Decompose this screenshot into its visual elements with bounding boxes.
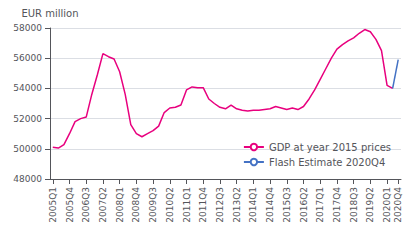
svg-text:2017Q4: 2017Q4 bbox=[332, 187, 342, 223]
svg-text:GDP at year 2015 prices: GDP at year 2015 prices bbox=[269, 142, 391, 153]
svg-text:2014Q4: 2014Q4 bbox=[265, 187, 275, 223]
svg-text:2016Q2: 2016Q2 bbox=[299, 187, 309, 223]
svg-text:2019Q2: 2019Q2 bbox=[365, 187, 375, 223]
svg-text:2011Q4: 2011Q4 bbox=[198, 187, 208, 223]
svg-text:2014Q1: 2014Q1 bbox=[248, 187, 258, 223]
svg-text:50000: 50000 bbox=[13, 144, 42, 154]
svg-text:2007Q2: 2007Q2 bbox=[98, 187, 108, 223]
svg-text:Flash Estimate 2020Q4: Flash Estimate 2020Q4 bbox=[269, 157, 385, 168]
svg-text:58000: 58000 bbox=[13, 23, 42, 33]
svg-text:2008Q4: 2008Q4 bbox=[131, 187, 141, 223]
svg-text:2010Q2: 2010Q2 bbox=[165, 187, 175, 223]
svg-text:2005Q4: 2005Q4 bbox=[65, 187, 75, 223]
svg-text:2005Q1: 2005Q1 bbox=[48, 187, 58, 223]
svg-text:48000: 48000 bbox=[13, 174, 42, 184]
svg-text:2018Q3: 2018Q3 bbox=[349, 187, 359, 223]
svg-text:52000: 52000 bbox=[13, 114, 42, 124]
svg-text:2015Q3: 2015Q3 bbox=[282, 187, 292, 223]
svg-text:2020Q4: 2020Q4 bbox=[393, 187, 403, 223]
svg-text:2012Q3: 2012Q3 bbox=[215, 187, 225, 223]
svg-text:2013Q2: 2013Q2 bbox=[232, 187, 242, 223]
svg-text:54000: 54000 bbox=[13, 83, 42, 93]
svg-text:2020Q1: 2020Q1 bbox=[382, 187, 392, 223]
svg-text:2009Q3: 2009Q3 bbox=[148, 187, 158, 223]
svg-text:2017Q1: 2017Q1 bbox=[315, 187, 325, 223]
svg-text:2011Q1: 2011Q1 bbox=[182, 187, 192, 223]
svg-text:56000: 56000 bbox=[13, 53, 42, 63]
svg-text:2006Q3: 2006Q3 bbox=[81, 187, 91, 223]
svg-text:EUR million: EUR million bbox=[21, 8, 78, 19]
svg-text:2008Q1: 2008Q1 bbox=[115, 187, 125, 223]
